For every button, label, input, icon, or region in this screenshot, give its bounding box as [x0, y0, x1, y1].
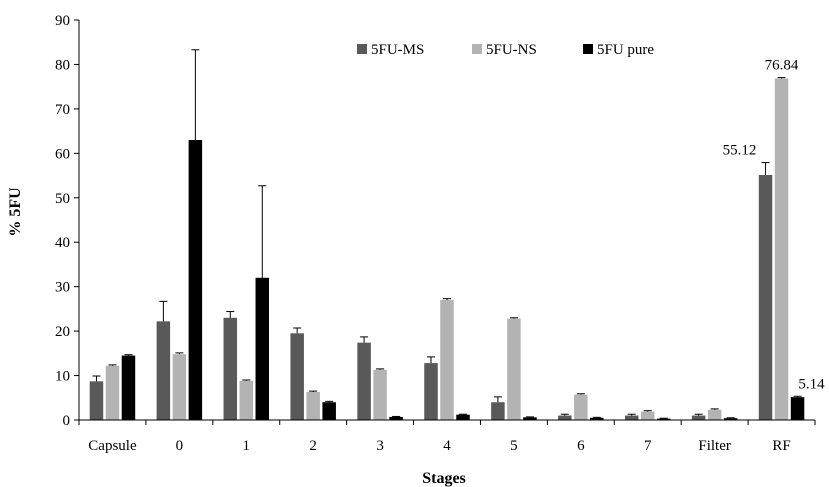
data-label-5fu-ns-rf: 76.84	[765, 58, 799, 74]
bar-5fu-ms-0	[156, 321, 171, 420]
y-axis-title: % 5FU	[7, 187, 24, 237]
x-tick-label: 1	[243, 438, 251, 454]
y-axis-ticks: 0 10 20 30 40 50 60 70 80 90	[55, 13, 79, 429]
legend-swatch-5fu-ns	[472, 44, 482, 54]
legend-swatch-5fu-ms	[357, 44, 367, 54]
bar-5fu-ms-rf	[758, 175, 773, 420]
x-tick-label: 6	[577, 438, 585, 454]
bar-5fu-pure-3	[389, 416, 403, 420]
data-label-5fu-pure-rf: 5.14	[798, 376, 825, 392]
bar-5fu-pure-2	[322, 402, 336, 420]
data-label-5fu-ms-rf: 55.12	[723, 143, 757, 159]
bar-5fu-pure-4	[456, 414, 470, 420]
y-tick-label: 80	[55, 57, 70, 73]
legend-label-5fu-ns: 5FU-NS	[486, 42, 537, 58]
bar-series	[89, 78, 805, 420]
bar-5fu-pure-7	[656, 418, 671, 420]
axes	[78, 20, 815, 421]
y-tick-label: 90	[55, 13, 70, 29]
bar-5fu-ns-3	[373, 369, 387, 420]
bar-5fu-ns-4	[440, 300, 454, 420]
bar-5fu-ns-capsule	[105, 365, 120, 420]
y-tick-label: 20	[55, 324, 70, 340]
x-tick-label: 3	[376, 438, 384, 454]
y-tick-label: 50	[55, 191, 70, 207]
bar-5fu-ns-2	[306, 392, 320, 420]
legend: 5FU-MS 5FU-NS 5FU pure	[357, 42, 654, 58]
x-tick-label: 0	[176, 438, 184, 454]
x-tick-label: Capsule	[88, 438, 137, 454]
y-tick-label: 30	[55, 280, 70, 296]
y-tick-label: 70	[55, 102, 70, 118]
bar-5fu-pure-5	[523, 417, 537, 420]
bar-5fu-ms-1	[223, 317, 238, 420]
bar-5fu-pure-filter	[723, 418, 738, 420]
bar-5fu-pure-rf	[790, 397, 805, 420]
legend-label-5fu-ms: 5FU-MS	[371, 42, 424, 58]
bar-5fu-pure-1	[255, 277, 270, 420]
bar-5fu-ns-5	[507, 318, 521, 420]
bar-5fu-ms-capsule	[89, 381, 104, 420]
bar-5fu-ms-5	[491, 402, 505, 420]
x-tick-label: 2	[309, 438, 317, 454]
bar-5fu-pure-6	[590, 417, 604, 420]
bar-5fu-ms-7	[624, 415, 639, 420]
y-tick-label: 10	[55, 369, 70, 385]
bar-5fu-ms-2	[290, 333, 304, 420]
bar-5fu-ms-filter	[691, 415, 706, 420]
bar-5fu-ns-7	[640, 411, 655, 420]
y-tick-label: 60	[55, 146, 70, 162]
error-bars	[92, 49, 802, 419]
x-axis-ticks: Capsule 0 1 2 3 4 5 6 7 Filter RF	[78, 420, 816, 454]
bar-5fu-ns-rf	[774, 78, 789, 420]
bar-5fu-pure-0	[188, 140, 203, 420]
x-tick-label: Filter	[698, 438, 731, 454]
bar-5fu-ns-filter	[707, 409, 722, 420]
legend-label-5fu-pure: 5FU pure	[597, 42, 654, 58]
legend-swatch-5fu-pure	[583, 44, 593, 54]
x-axis-title: Stages	[422, 470, 466, 487]
bar-5fu-ms-4	[424, 363, 438, 420]
x-tick-label: 4	[443, 438, 451, 454]
x-tick-label: RF	[772, 438, 790, 454]
bar-5fu-ns-0	[172, 354, 187, 420]
data-labels: 55.12 76.84 5.14	[723, 58, 826, 393]
x-tick-label: 5	[510, 438, 518, 454]
x-tick-label: 7	[644, 438, 652, 454]
bar-5fu-ms-3	[357, 342, 371, 420]
bar-5fu-pure-capsule	[121, 355, 136, 420]
bar-5fu-ms-6	[558, 415, 572, 420]
bar-5fu-ns-6	[574, 394, 588, 420]
bar-5fu-ns-1	[239, 380, 254, 420]
y-tick-label: 0	[63, 413, 71, 429]
y-tick-label: 40	[55, 235, 70, 251]
